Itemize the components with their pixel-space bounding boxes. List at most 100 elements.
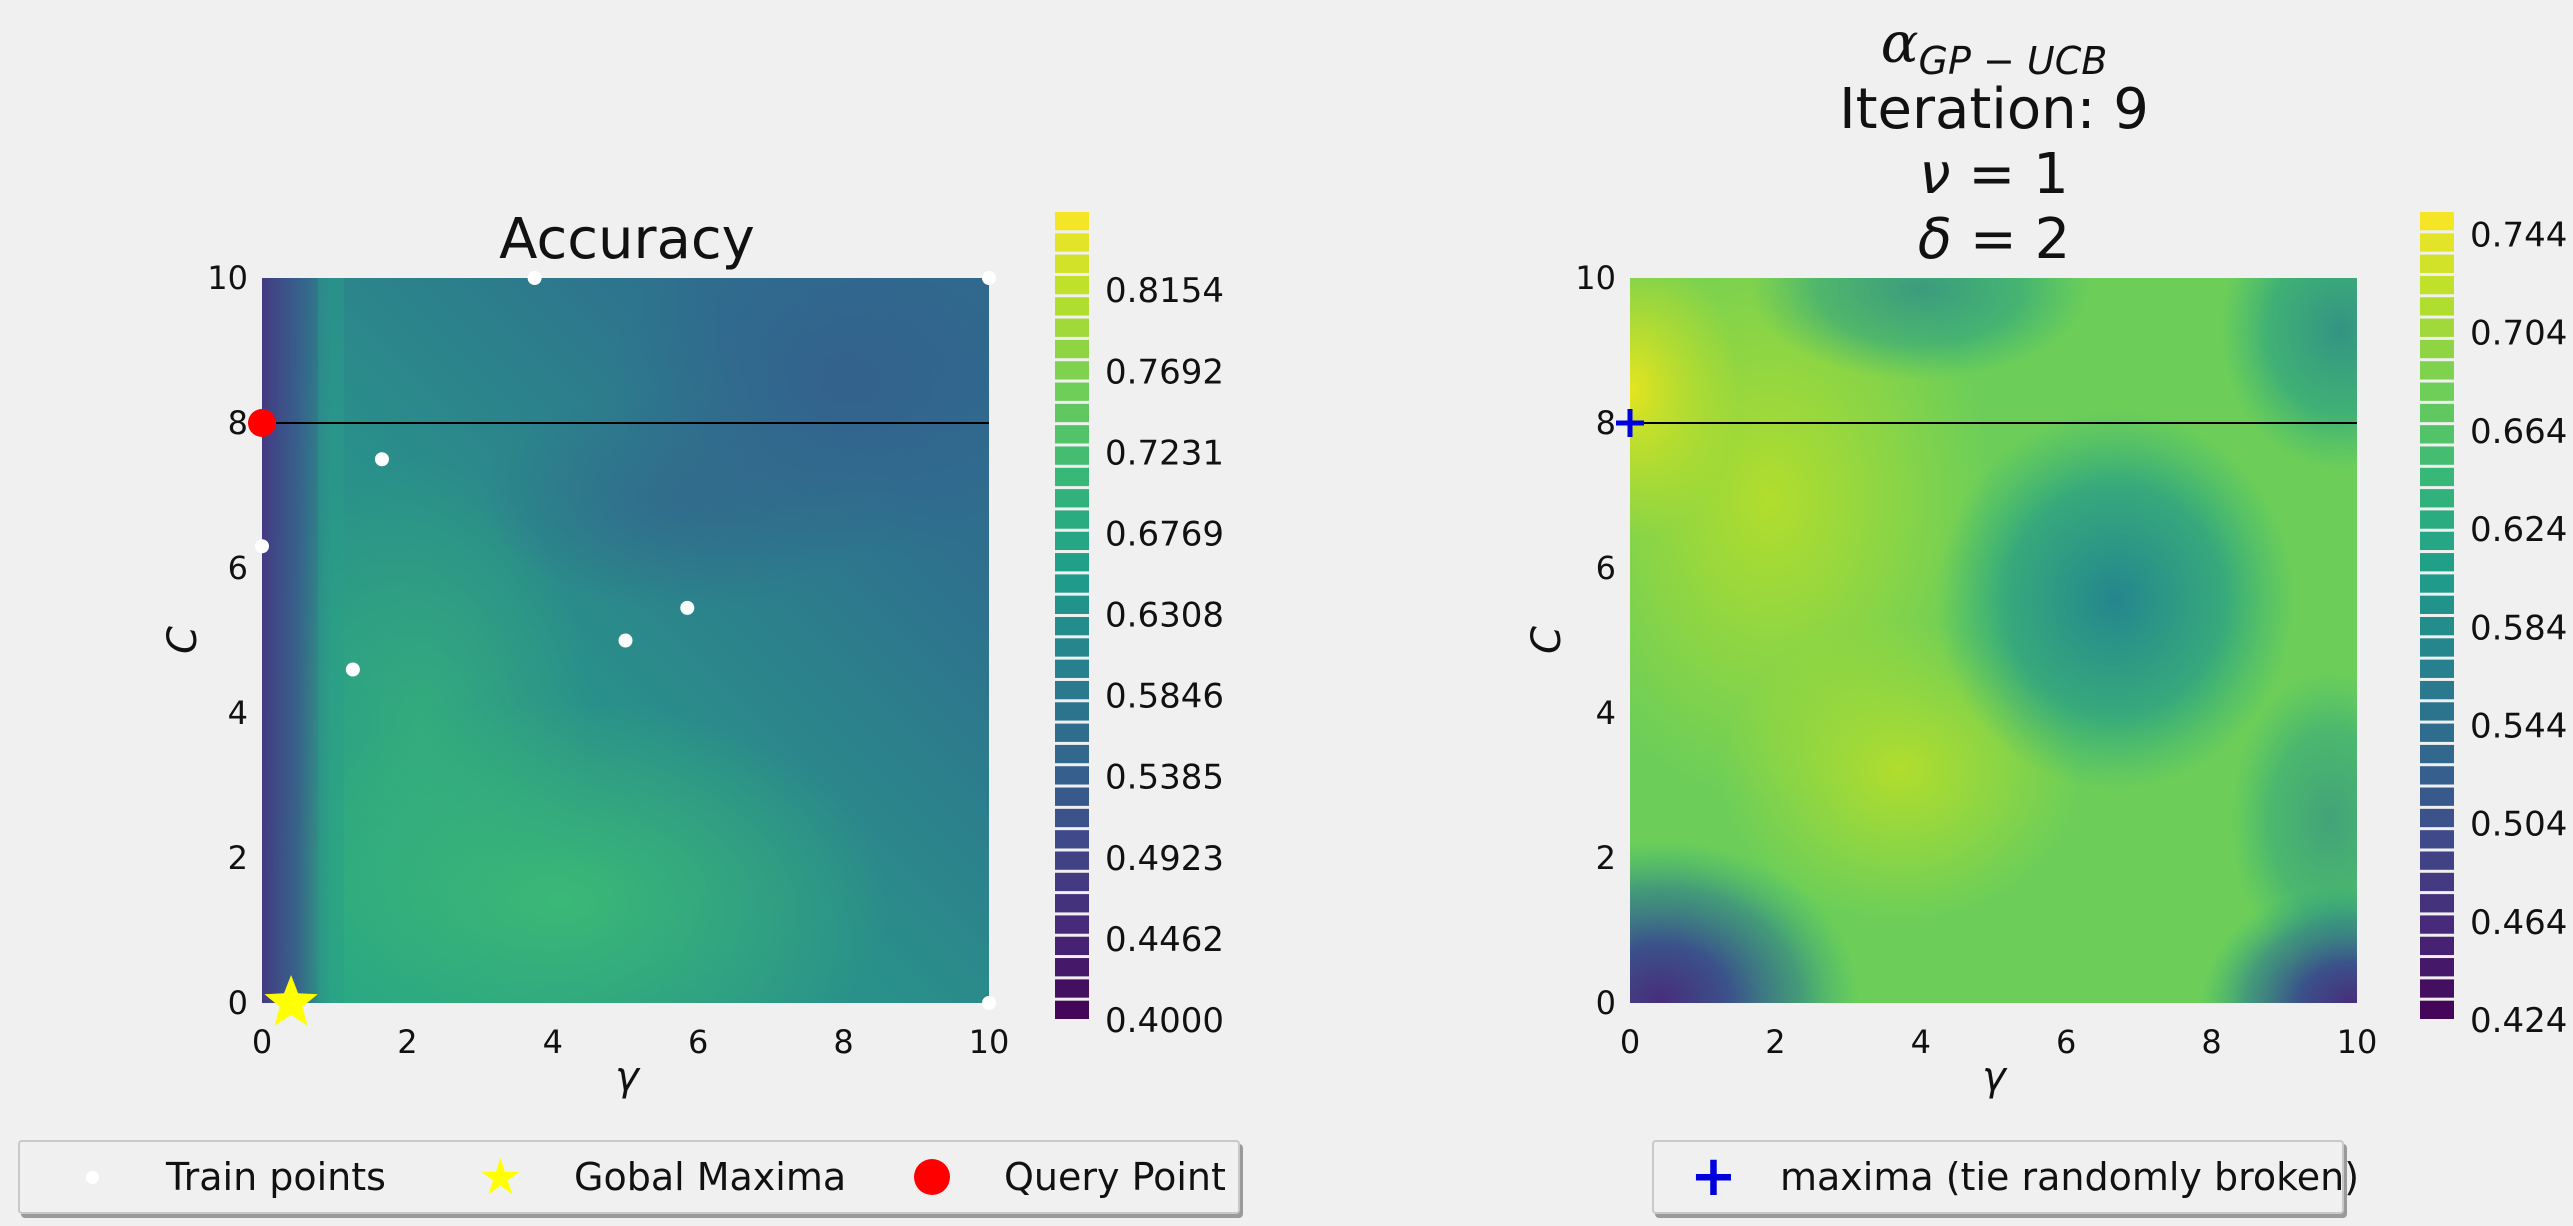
star-marker-icon: ★: [478, 1148, 523, 1206]
right-title-line-4: δ = 2: [1918, 207, 2070, 272]
plot1-colorbar-band: [1055, 425, 1089, 444]
plot1-y-tick-label: 2: [228, 839, 248, 877]
plot1-colorbar-band: [1055, 318, 1089, 337]
plot2-colorbar-band: [2420, 425, 2454, 444]
plot2-y-tick-label: 8: [1596, 404, 1616, 442]
plot2-colorbar-band: [2420, 744, 2454, 764]
plot2-colorbar-band: [2420, 830, 2454, 849]
plot2-colorbar-tick-label: 0.664: [2470, 412, 2567, 452]
plot1-colorbar-tick-label: 0.4000: [1105, 1001, 1224, 1041]
plot1-colorbar-band: [1055, 638, 1089, 657]
plot2-colorbar-band: [2420, 787, 2454, 806]
plot1-colorbar-band: [1055, 233, 1089, 252]
plot1-colorbar-tick-label: 0.7231: [1105, 433, 1224, 473]
train-point: [527, 271, 542, 285]
plot1-y-tick-label: 8: [228, 404, 248, 442]
plot1-colorbar-band: [1055, 595, 1089, 614]
plot1-x-tick-label: 2: [397, 1023, 417, 1061]
plot1-colorbar-band: [1055, 723, 1089, 742]
plot2-colorbar-band: [2420, 808, 2454, 828]
plot1-colorbar-band: [1055, 979, 1089, 998]
plot1-colorbar-band: [1055, 872, 1089, 892]
plot2-x-tick-label: 6: [2056, 1023, 2076, 1061]
legend-label-star: Gobal Maxima: [574, 1155, 847, 1199]
plot2-colorbar-band: [2420, 339, 2454, 359]
plot2-colorbar-tick-label: 0.624: [2470, 510, 2567, 550]
right-title-line-1: αGP − UCB: [1881, 11, 2108, 83]
plot1-colorbar-band: [1055, 339, 1089, 359]
train-point: [680, 600, 695, 615]
plot2-colorbar-band: [2420, 446, 2454, 465]
plot1-y-tick-label: 6: [228, 549, 248, 587]
right-y-axis-label: C: [1524, 626, 1570, 654]
plot1-colorbar-band: [1055, 851, 1089, 870]
plot1-colorbar-tick-label: 0.7692: [1105, 352, 1224, 392]
plot2-colorbar-band: [2420, 212, 2454, 231]
plot2-colorbar-band: [2420, 979, 2454, 998]
plot2-colorbar-tick-label: 0.584: [2470, 608, 2567, 648]
left-x-axis-label: γ: [615, 1054, 641, 1100]
plot1-colorbar-band: [1055, 702, 1089, 721]
plot1-colorbar-band: [1055, 574, 1089, 593]
plot1-colorbar-band: [1055, 275, 1089, 295]
plot2-colorbar-band: [2420, 489, 2454, 508]
plot1-colorbar-band: [1055, 297, 1089, 316]
plot2-y-tick-label: 6: [1596, 549, 1616, 587]
plot2-colorbar-band: [2420, 318, 2454, 337]
plot1-colorbar-band: [1055, 403, 1089, 423]
plot2-x-tick-label: 2: [1765, 1023, 1785, 1061]
plot1-x-tick-label: 6: [688, 1023, 708, 1061]
plot2-colorbar-band: [2420, 1000, 2454, 1019]
plot2-colorbar-band: [2420, 915, 2454, 934]
plot1-x-tick-label: 10: [969, 1023, 1010, 1061]
plot1-colorbar-band: [1055, 489, 1089, 508]
plot1-colorbar-band: [1055, 958, 1089, 977]
plot2-colorbar-band: [2420, 958, 2454, 977]
plot1-colorbar-band: [1055, 446, 1089, 465]
plot2-colorbar-band: [2420, 531, 2454, 551]
plot2-colorbar-band: [2420, 595, 2454, 614]
plot1-colorbar-band: [1055, 766, 1089, 785]
plot2-x-tick-label: 10: [2337, 1023, 2378, 1061]
plot1-colorbar-band: [1055, 212, 1089, 231]
plot2-colorbar-band: [2420, 723, 2454, 742]
plot2-colorbar-band: [2420, 936, 2454, 956]
right-title-line-3: ν = 1: [1919, 142, 2068, 207]
plot2-colorbar-band: [2420, 638, 2454, 657]
plot1-colorbar-band: [1055, 254, 1089, 273]
plot1-colorbar-band: [1055, 894, 1089, 913]
plot2-colorbar-band: [2420, 403, 2454, 423]
plot2-colorbar-tick-label: 0.544: [2470, 706, 2567, 746]
plot1-colorbar-band: [1055, 680, 1089, 700]
legend-label-query: Query Point: [1004, 1155, 1226, 1199]
plot2-colorbar-band: [2420, 275, 2454, 295]
plot2-y-tick-label: 4: [1596, 694, 1616, 732]
plot1-colorbar-band: [1055, 936, 1089, 956]
train-point: [345, 662, 360, 677]
plot2-colorbar-band: [2420, 254, 2454, 273]
plot2-colorbar-band: [2420, 894, 2454, 913]
plot2-x-tick-label: 4: [1911, 1023, 1931, 1061]
query-point-marker-icon: [914, 1159, 950, 1195]
axis-ticks: 0 2 4 6 8 10 0 2 4 6 8 10 0 2 4 6 8 10 0 2 4 6 8 10: [207, 259, 2377, 1061]
plot1-colorbar-tick-label: 0.6769: [1105, 514, 1224, 554]
plot2-colorbar-tick-label: 0.464: [2470, 903, 2567, 943]
plot2-colorbar-band: [2420, 233, 2454, 252]
plot2-colorbar-band: [2420, 851, 2454, 870]
plot2-y-tick-label: 2: [1596, 839, 1616, 877]
train-point: [374, 452, 389, 467]
left-chart-title: Accuracy: [499, 207, 755, 272]
plot2-colorbar-band: [2420, 297, 2454, 316]
plot1-y-tick-label: 0: [228, 984, 248, 1022]
left-y-axis-label: C: [160, 626, 206, 654]
plot1-colorbar-band: [1055, 744, 1089, 764]
legend-label-maxima: maxima (tie randomly broken): [1780, 1155, 2360, 1199]
right-x-axis-label: γ: [1982, 1054, 2008, 1100]
plot2-colorbar-band: [2420, 467, 2454, 487]
plot1-colorbar-band: [1055, 553, 1089, 572]
train-point: [255, 539, 269, 554]
accuracy-heatmap: [262, 278, 989, 1003]
plot2-colorbar-band: [2420, 617, 2454, 636]
plot1-colorbar-band: [1055, 531, 1089, 551]
